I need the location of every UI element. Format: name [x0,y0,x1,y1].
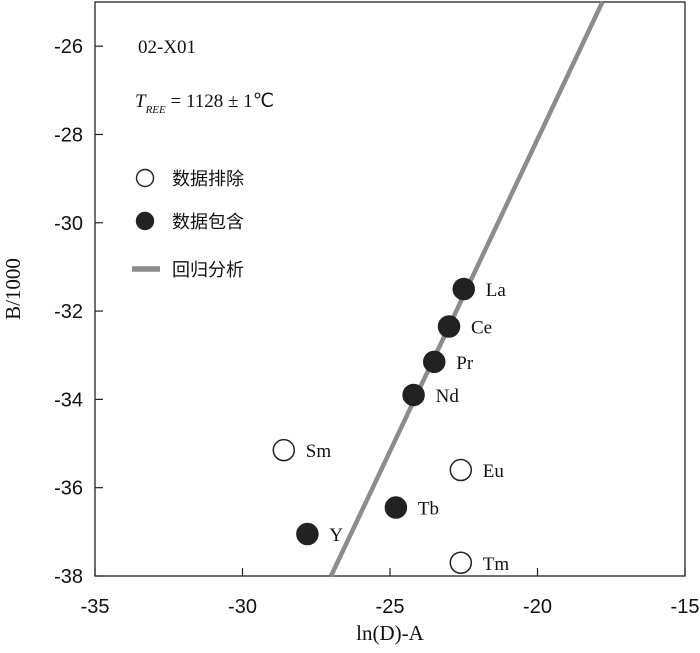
y-tick-label: -28 [54,124,83,146]
point-label: Pr [456,353,474,374]
y-tick-label: -30 [54,213,83,235]
y-tick-label: -34 [54,389,83,411]
legend-label-included: 数据包含 [172,212,244,233]
y-tick-label: -26 [54,36,83,58]
included-point [296,522,319,546]
temperature-symbol: T [135,91,147,112]
y-tick-label: -36 [54,478,83,500]
x-tick-label: -30 [228,596,257,618]
included-point [452,277,475,301]
x-axis-title: ln(D)-A [356,621,424,645]
open-circle-icon [135,168,155,188]
filled-circle-icon [135,211,155,231]
legend-label-excluded: 数据排除 [172,169,244,190]
included-point [437,315,461,338]
x-tick-label: -15 [671,596,700,618]
y-tick-label: -38 [54,566,83,588]
temperature-annotation: TREE = 1128 ± 1℃ [135,91,274,116]
data-points: La Ce Pr Nd Tb Y Sm Eu Tm [272,277,510,575]
point-label: Eu [483,461,505,482]
temperature-value: = 1128 ± 1℃ [166,91,274,112]
legend-item-included: 数据包含 [135,211,244,233]
included-point [423,350,446,374]
sample-id-label: 02-X01 [138,37,196,58]
y-tick-label: -32 [54,301,83,323]
point-label: Tb [418,499,439,520]
included-point [384,496,408,519]
axis-ticks: -35 -30 -25 -20 -15 -26 -28 -30 -32 -34 -36 -38 [54,36,699,618]
legend-label-regression: 回归分析 [172,260,244,281]
x-tick-label: -35 [81,596,110,618]
legend-item-regression: 回归分析 [132,260,244,281]
x-tick-label: -25 [376,596,405,618]
plot-area [94,1,686,577]
point-label: La [486,280,507,301]
excluded-point [449,551,473,575]
excluded-point [449,458,473,482]
point-label: Tm [483,554,510,575]
point-label: Ce [471,318,492,339]
point-label: Y [329,525,343,546]
included-point [402,383,425,407]
legend-item-excluded: 数据排除 [135,168,244,190]
temperature-subscript: REE [145,104,166,116]
y-axis-title: B/1000 [1,258,25,320]
plot-frame [94,1,686,577]
excluded-point [272,438,296,462]
x-tick-label: -20 [523,596,552,618]
point-label: Nd [436,386,460,407]
point-label: Sm [306,441,332,462]
legend: 数据排除 数据包含 回归分析 [132,168,244,281]
